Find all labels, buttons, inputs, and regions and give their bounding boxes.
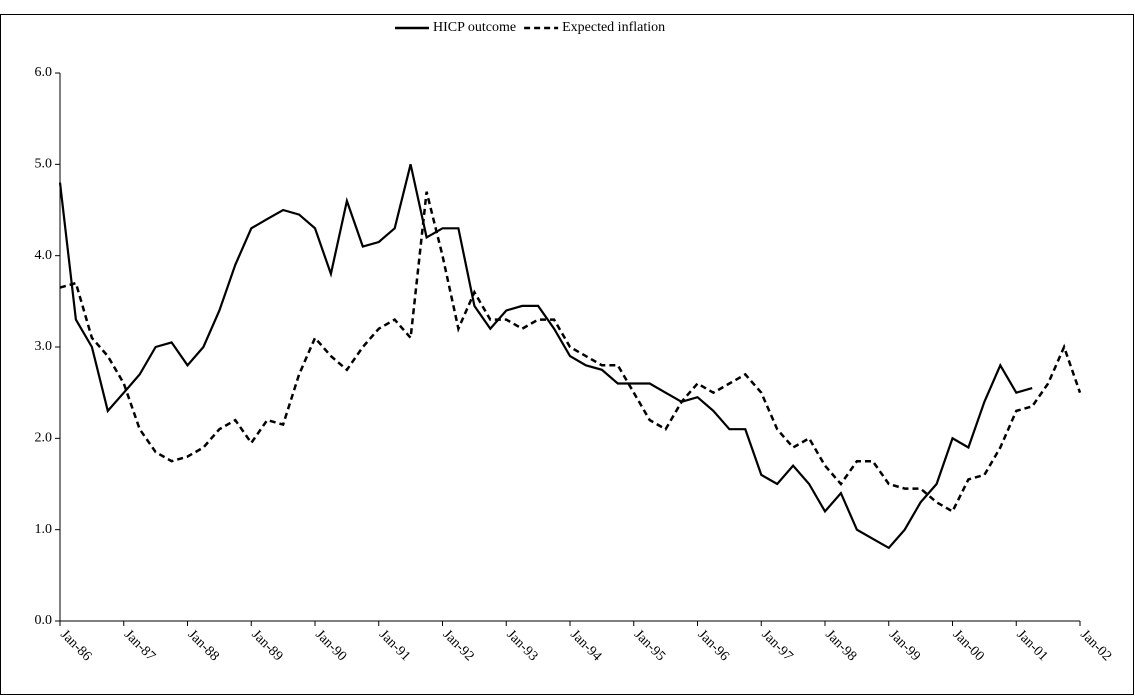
x-tick-label: Jan-95 xyxy=(631,627,668,664)
x-tick-label: Jan-88 xyxy=(185,627,222,664)
x-tick-label: Jan-90 xyxy=(312,627,349,664)
y-tick-label: 5.0 xyxy=(35,157,53,172)
line-series xyxy=(59,191,1082,514)
x-tick-label: Jan-99 xyxy=(886,627,923,664)
line-series xyxy=(58,164,1033,550)
y-tick-label: 2.0 xyxy=(35,431,53,446)
x-tick-label: Jan-93 xyxy=(503,627,540,664)
y-tick-label: 6.0 xyxy=(35,65,53,80)
x-tick-label: Jan-00 xyxy=(950,627,987,664)
y-tick-label: 0.0 xyxy=(35,613,53,628)
y-tick-label: 1.0 xyxy=(35,522,53,537)
legend-label: Expected inflation xyxy=(562,20,665,35)
x-tick-label: Jan-97 xyxy=(758,627,795,664)
x-tick-label: Jan-89 xyxy=(248,627,285,664)
x-tick-label: Jan-86 xyxy=(57,627,94,664)
chart-frame xyxy=(0,14,1134,695)
x-tick-label: Jan-92 xyxy=(440,627,477,664)
x-tick-label: Jan-98 xyxy=(822,627,859,664)
y-tick-label: 4.0 xyxy=(35,248,53,263)
x-tick-label: Jan-94 xyxy=(567,627,604,664)
x-tick-label: Jan-91 xyxy=(376,627,413,664)
x-tick-label: Jan-01 xyxy=(1013,627,1050,664)
x-tick-label: Jan-87 xyxy=(121,627,158,664)
legend-label: HICP outcome xyxy=(433,20,516,35)
y-tick-label: 3.0 xyxy=(35,339,53,354)
x-tick-label: Jan-96 xyxy=(695,627,732,664)
x-tick-label: Jan-02 xyxy=(1077,627,1114,664)
